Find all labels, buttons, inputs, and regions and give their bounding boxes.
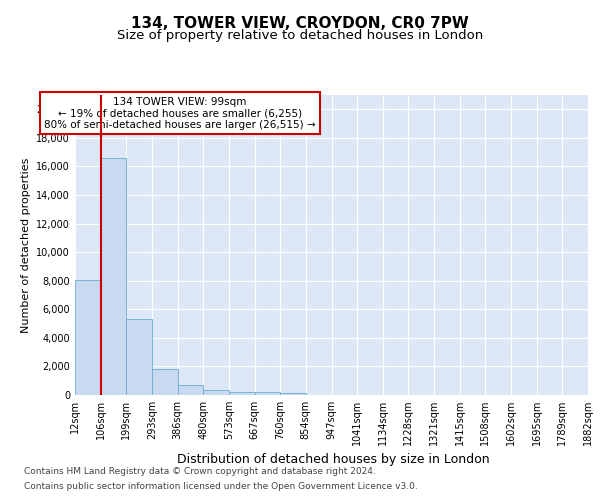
Bar bbox=[229, 392, 254, 395]
Text: 134, TOWER VIEW, CROYDON, CR0 7PW: 134, TOWER VIEW, CROYDON, CR0 7PW bbox=[131, 16, 469, 31]
Bar bbox=[254, 392, 280, 395]
Text: Contains HM Land Registry data © Crown copyright and database right 2024.: Contains HM Land Registry data © Crown c… bbox=[24, 467, 376, 476]
Text: 134 TOWER VIEW: 99sqm
← 19% of detached houses are smaller (6,255)
80% of semi-d: 134 TOWER VIEW: 99sqm ← 19% of detached … bbox=[44, 96, 316, 130]
Bar bbox=[75, 280, 101, 395]
Bar bbox=[101, 158, 127, 395]
Text: Contains public sector information licensed under the Open Government Licence v3: Contains public sector information licen… bbox=[24, 482, 418, 491]
Bar bbox=[127, 320, 152, 395]
Text: Size of property relative to detached houses in London: Size of property relative to detached ho… bbox=[117, 30, 483, 43]
Bar bbox=[178, 385, 203, 395]
Y-axis label: Number of detached properties: Number of detached properties bbox=[21, 158, 31, 332]
Text: Distribution of detached houses by size in London: Distribution of detached houses by size … bbox=[176, 452, 490, 466]
Bar bbox=[152, 368, 178, 395]
Bar bbox=[203, 390, 229, 395]
Bar bbox=[280, 393, 306, 395]
